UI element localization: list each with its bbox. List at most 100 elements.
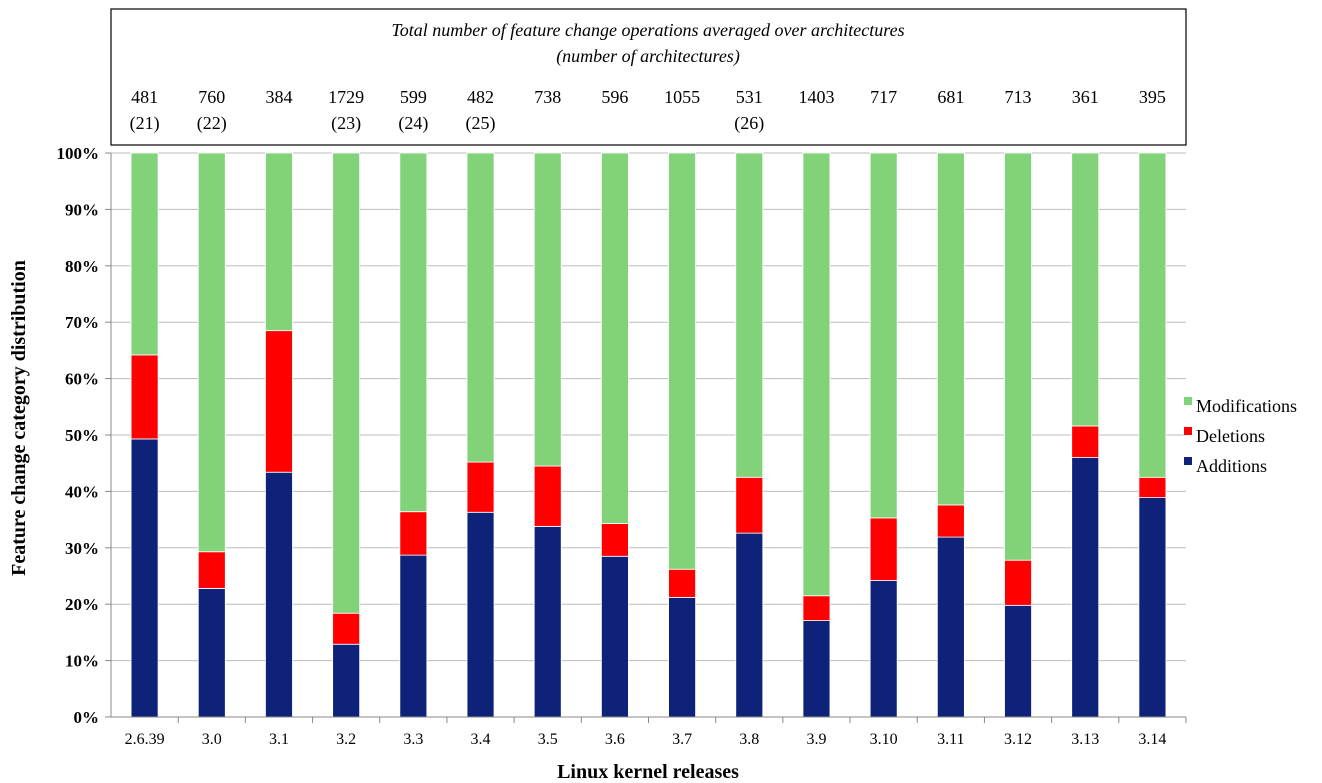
bar-segment-deletions — [802, 595, 831, 621]
x-tick-label: 3.6 — [605, 731, 625, 748]
bar-segment-additions — [802, 620, 831, 718]
bar-segment-deletions — [399, 511, 428, 556]
header-total: 738 — [534, 87, 561, 107]
bar-segment-modifications — [533, 152, 562, 467]
header-numbers: 481 (21) 760 (22) 384 1729 (23) 599 (24) 482 (25) 7… — [130, 87, 1166, 134]
x-tick-label: 3.9 — [806, 731, 826, 748]
bar-segment-modifications — [1138, 152, 1167, 478]
x-tick-label: 3.12 — [1004, 731, 1032, 748]
x-tick-label: 3.3 — [403, 731, 423, 748]
bar-segment-additions — [735, 532, 764, 718]
bar-segment-modifications — [802, 152, 831, 597]
bar-segment-additions — [601, 555, 629, 718]
header-arch-count: (26) — [734, 113, 764, 134]
header-total: 482 — [467, 87, 494, 107]
bar-segment-deletions — [265, 330, 293, 473]
header-total: 1729 — [328, 87, 364, 107]
bar-segment-additions — [869, 580, 898, 718]
bar-segment-additions — [332, 643, 361, 718]
bar-segment-additions — [265, 471, 293, 718]
x-axis-title: Linux kernel releases — [557, 761, 739, 783]
bar-segment-modifications — [332, 152, 361, 614]
bar-segment-modifications — [466, 152, 495, 463]
x-tick-label: 3.1 — [269, 731, 289, 748]
y-tick-label: 50% — [65, 426, 99, 445]
header-total: 681 — [937, 87, 964, 107]
bar-segment-modifications — [265, 152, 293, 332]
header-title-line1: Total number of feature change operation… — [391, 20, 904, 40]
bar-segment-deletions — [332, 612, 361, 645]
header-box — [110, 8, 1187, 146]
bar-segment-additions — [1138, 497, 1167, 718]
bar-segment-additions — [1004, 604, 1032, 718]
y-tick-label: 60% — [65, 370, 99, 389]
header-total: 395 — [1139, 87, 1166, 107]
header-total: 1055 — [664, 87, 700, 107]
y-tick-label: 70% — [65, 313, 99, 332]
bar-segment-modifications — [1071, 152, 1100, 427]
x-tick-label: 3.11 — [937, 731, 964, 748]
bar-segment-modifications — [936, 152, 965, 506]
bar-segment-modifications — [399, 152, 428, 513]
header-total: 596 — [601, 87, 628, 107]
header-arch-count: (23) — [331, 113, 361, 134]
header-total: 384 — [265, 87, 292, 107]
bar-segment-additions — [197, 588, 226, 718]
bar-segment-deletions — [533, 465, 562, 527]
y-axis-title: Feature change category distribution — [8, 260, 30, 576]
header-arch-count: (24) — [398, 113, 428, 134]
y-tick-label: 80% — [65, 257, 99, 276]
x-tick-label: 2.6.39 — [125, 731, 165, 748]
bar-segment-deletions — [735, 476, 764, 534]
y-tick-labels: 0% 10% 20% 30% 40% 50% 60% 70% 80% 90% 100% — [57, 144, 100, 727]
bar-segment-deletions — [1071, 425, 1100, 458]
bar-segment-deletions — [668, 568, 696, 598]
bars — [130, 152, 1167, 718]
y-tick-label: 10% — [65, 652, 99, 671]
x-tick-label: 3.0 — [202, 731, 222, 748]
bar-segment-deletions — [869, 517, 898, 581]
bar-segment-additions — [1071, 457, 1100, 718]
legend-swatch-modifications — [1184, 397, 1192, 405]
x-tick-label: 3.8 — [739, 731, 759, 748]
bar-segment-modifications — [869, 152, 898, 519]
header-total: 531 — [736, 87, 763, 107]
y-tick-label: 100% — [57, 144, 100, 163]
bar-segment-modifications — [735, 152, 764, 478]
bar-segment-modifications — [1004, 152, 1032, 561]
x-tick-label: 3.2 — [336, 731, 356, 748]
x-tick-label: 3.4 — [471, 731, 491, 748]
bar-segment-deletions — [936, 504, 965, 538]
y-tick-label: 20% — [65, 595, 99, 614]
legend-swatch-additions — [1184, 457, 1192, 465]
header-arch-count: (25) — [466, 113, 496, 134]
bar-segment-additions — [668, 597, 696, 718]
y-tick-label: 40% — [65, 482, 99, 501]
header-total: 760 — [198, 87, 225, 107]
bar-segment-deletions — [466, 461, 495, 513]
bar-segment-deletions — [1004, 559, 1032, 606]
bar-segment-deletions — [1138, 476, 1167, 499]
header-arch-count: (22) — [197, 113, 227, 134]
header-total: 717 — [870, 87, 897, 107]
bar-segment-deletions — [601, 523, 629, 557]
legend: Modifications Deletions Additions — [1184, 396, 1297, 476]
bar-segment-additions — [130, 438, 159, 718]
bar-segment-deletions — [197, 551, 226, 589]
bar-segment-additions — [399, 554, 428, 718]
bar-segment-modifications — [130, 152, 159, 356]
x-tick-labels: 2.6.39 3.0 3.1 3.2 3.3 3.4 3.5 3.6 3.7 3.8 3.9 3.10… — [125, 717, 1187, 748]
header-total: 713 — [1005, 87, 1032, 107]
header-total: 361 — [1072, 87, 1099, 107]
y-tick-label: 30% — [65, 539, 99, 558]
header-arch-count: (21) — [130, 113, 160, 134]
header-title-line2: (number of architectures) — [556, 46, 740, 67]
x-tick-label: 3.7 — [672, 731, 692, 748]
y-tick-label: 0% — [74, 708, 100, 727]
x-tick-label: 3.14 — [1138, 731, 1166, 748]
legend-swatch-deletions — [1184, 427, 1192, 435]
bar-segment-additions — [533, 525, 562, 718]
bar-segment-additions — [936, 536, 965, 718]
bar-segment-deletions — [130, 354, 159, 440]
